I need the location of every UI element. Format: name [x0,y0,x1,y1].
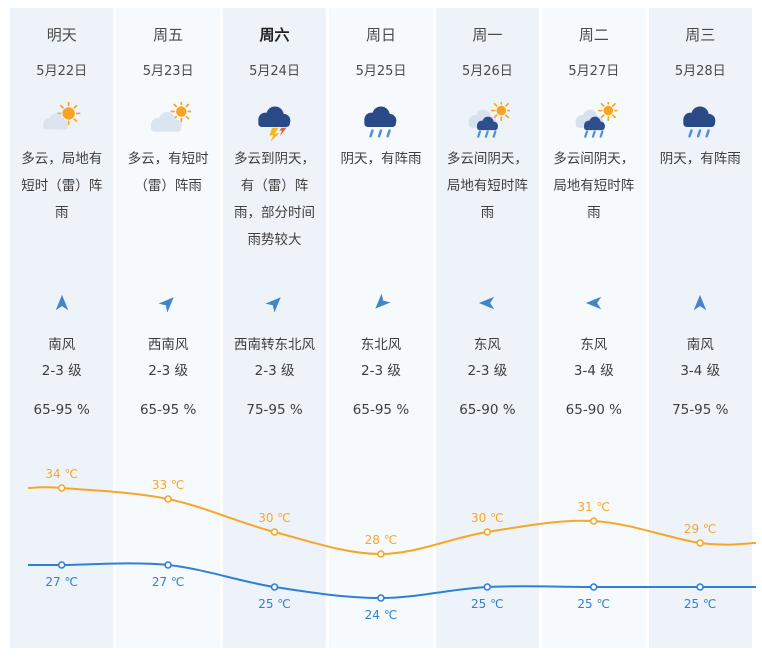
high-temp-label: 31 ℃ [577,500,610,514]
thunder-rain-icon [223,92,326,146]
day-date: 5月27日 [568,64,620,79]
low-temp-point [270,583,279,591]
day-name: 周一 [472,26,503,44]
high-temp-point [483,528,492,536]
weather-description: 阴天，有阵雨 [659,151,741,167]
low-temp-point [377,594,385,602]
day-name: 周六 [259,26,290,44]
humidity-range: 65-95 % [33,402,90,418]
temperature-chart: 34 ℃ 33 ℃ 30 ℃ 28 ℃ 30 ℃ 31 ℃ 29 ℃ 27 ℃ 27 ℃ 25 ℃… [27,467,757,622]
wind-level: 3-4 级 [680,363,721,379]
wind-level: 3-4 级 [573,363,614,379]
day-name: 周三 [685,26,716,44]
wind-direction: 西南风 [147,337,189,353]
sun-rain-icon [436,92,539,146]
day-column-1[interactable]: 明天 5月22日多云，局地有短时（雷）阵雨南风 2-3 级 65-95 % [10,8,114,648]
wind-direction: 东北风 [360,337,402,353]
day-date: 5月25日 [355,64,407,79]
rain-icon [329,92,432,146]
day-date: 5月23日 [142,64,194,79]
wind-level: 2-3 级 [41,363,82,379]
wind-direction: 南风 [48,337,76,353]
low-temp-point [589,583,598,591]
low-temp-point [696,583,704,591]
low-temp-label: 27 ℃ [152,575,185,589]
humidity-range: 65-90 % [459,402,516,418]
day-date: 5月28日 [674,64,726,79]
wind-arrow-w-icon [542,294,645,318]
high-temp-label: 29 ℃ [684,522,717,536]
wind-level: 2-3 级 [148,363,189,379]
low-temp-point [57,561,66,569]
high-temp-label: 33 ℃ [152,478,185,492]
high-temp-point [270,528,279,536]
low-temp-label: 25 ℃ [258,597,291,611]
wind-arrow-n-icon [10,294,113,318]
weather-description: 多云，局地有短时（雷）阵雨 [21,151,103,221]
day-column-5[interactable]: 周一 5月26日多云间阴天，局地有短时阵雨东风 2-3 级 65-90 % [435,8,540,648]
weather-description: 多云间阴天，局地有短时阵雨 [553,151,635,221]
high-temp-point [164,495,172,503]
high-temp-label: 28 ℃ [365,533,398,547]
weather-description: 多云间阴天，局地有短时阵雨 [446,151,528,221]
low-temp-label: 27 ℃ [45,575,78,589]
low-temp-label: 25 ℃ [577,597,610,611]
high-temp-point [589,517,598,525]
humidity-range: 75-95 % [246,402,303,418]
day-name: 周日 [365,26,396,44]
wind-direction: 南风 [686,337,714,353]
humidity-range: 75-95 % [672,402,729,418]
sun-rain-icon [542,92,645,146]
low-temp-label: 24 ℃ [365,608,398,622]
wind-level: 2-3 级 [361,363,401,379]
weather-description: 多云到阴天，有（雷）阵雨，部分时间雨势较大 [234,151,316,248]
day-name: 周二 [578,26,609,44]
high-temp-point [696,539,704,547]
day-date: 5月22日 [36,64,88,79]
day-date: 5月24日 [249,64,300,79]
low-temp-line [28,562,756,600]
low-temp-point [483,583,492,591]
humidity-range: 65-95 % [139,402,197,418]
day-column-6[interactable]: 周二 5月27日多云间阴天，局地有短时阵雨东风 3-4 级 65-90 % [542,8,646,648]
wind-arrow-ne-icon [116,294,219,318]
weather-description: 多云，有短时（雷）阵雨 [127,151,209,194]
wind-arrow-ne-icon [223,294,326,318]
low-temp-label: 25 ℃ [471,597,504,611]
cloud-sun-icon [116,92,219,146]
wind-direction: 东风 [580,337,608,353]
wind-arrow-n-icon [649,294,752,318]
wind-direction: 东风 [473,337,501,353]
high-temp-label: 30 ℃ [471,511,504,525]
wind-arrow-w-icon [436,294,539,318]
low-temp-point [164,561,172,569]
humidity-range: 65-90 % [565,402,622,418]
wind-level: 2-3 级 [254,363,295,379]
high-temp-label: 30 ℃ [258,511,291,525]
wind-direction: 西南转东北风 [234,337,316,353]
day-column-4[interactable]: 周日 5月25日阴天，有阵雨 东北风 2-3 级 65-95 % [329,8,433,648]
day-column-2[interactable]: 周五 5月23日多云，有短时（雷）阵雨西南风 2-3 级 65-95 % [116,8,220,648]
high-temp-point [377,550,385,558]
high-temp-point [57,484,66,492]
low-temp-label: 25 ℃ [684,597,717,611]
weather-description: 阴天，有阵雨 [340,151,422,167]
day-name: 周五 [153,26,184,44]
high-temp-label: 34 ℃ [45,467,78,481]
rain-icon [649,92,752,146]
wind-level: 2-3 级 [467,363,508,379]
wind-arrow-sw-icon [329,293,432,318]
sun-cloud-icon [10,92,113,146]
day-name: 明天 [46,26,77,44]
day-date: 5月26日 [461,64,513,79]
humidity-range: 65-95 % [352,402,410,418]
